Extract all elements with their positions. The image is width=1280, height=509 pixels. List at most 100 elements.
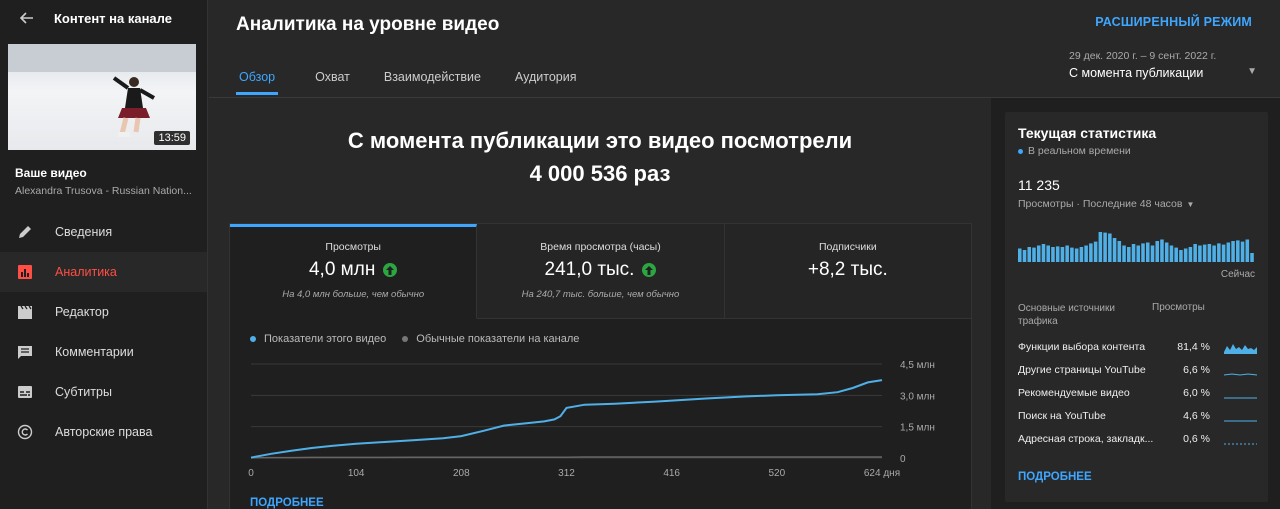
sidebar-item-comments[interactable]: Комментарии (0, 332, 207, 372)
realtime-bar (1198, 245, 1202, 262)
metric-tab-subscribers[interactable]: Подписчики +8,2 тыс. (724, 224, 971, 319)
dropdown-caret-icon: ▼ (1247, 66, 1257, 77)
realtime-bar (1250, 253, 1254, 262)
realtime-bar (1060, 247, 1065, 262)
source-sparkline (1224, 373, 1258, 376)
tab-bar: Обзор Охват Взаимодействие Аудитория (236, 60, 610, 95)
realtime-title: Текущая статистика (1018, 125, 1157, 141)
realtime-bar (1070, 247, 1074, 262)
realtime-bar (1046, 245, 1050, 262)
headline-line-1: С момента публикации это видео посмотрел… (347, 128, 853, 153)
source-sparkline (1224, 344, 1257, 354)
sidebar-item-editor[interactable]: Редактор (0, 292, 207, 332)
source-value: 6,0 % (1183, 387, 1210, 399)
realtime-bar (1117, 241, 1122, 262)
x-tick-label: 312 (558, 468, 575, 479)
metric-tab-views[interactable]: Просмотры 4,0 млн На 4,0 млн больше, чем… (230, 224, 478, 319)
source-name: Другие страницы YouTube (1018, 364, 1146, 376)
realtime-bar (1127, 247, 1131, 262)
source-value: 0,6 % (1183, 433, 1210, 445)
metric-value-text: +8,2 тыс. (807, 259, 888, 280)
traffic-sources-header: Основные источники трафика (1018, 303, 1115, 327)
thumbnail-rink-wall (8, 44, 196, 72)
sidebar-item-subtitles[interactable]: Субтитры (0, 372, 207, 412)
realtime-bar (1098, 232, 1103, 262)
video-title: Alexandra Trusova - Russian Nation... (15, 185, 192, 197)
pencil-icon (16, 223, 34, 241)
period-value: С момента публикации (1069, 66, 1204, 80)
realtime-bar (1179, 250, 1183, 262)
x-tick-label: 520 (768, 468, 785, 479)
views-line-chart: 0 1,5 млн 3,0 млн 4,5 млн 0 104 208 312 416 520 62… (248, 360, 935, 479)
x-tick-label: 416 (663, 468, 680, 479)
sidebar-item-label: Комментарии (55, 345, 134, 359)
realtime-bar (1136, 245, 1141, 262)
metric-tab-watch-time[interactable]: Время просмотра (часы) 241,0 тыс. На 240… (477, 224, 725, 319)
source-sparkline (1224, 420, 1257, 422)
metric-value: 4,0 млн (309, 259, 398, 281)
sidebar: Контент на канале 13:59 Ваше видео Alexa… (0, 0, 208, 509)
series-line (250, 456, 882, 459)
traffic-source-row[interactable]: Адресная строка, закладк... 0,6 % (1018, 433, 1258, 451)
traffic-source-row[interactable]: Рекомендуемые видео 6,0 % (1018, 387, 1258, 405)
realtime-bar (1169, 245, 1174, 262)
realtime-count: 11 235 (1018, 177, 1060, 193)
realtime-bar (1093, 241, 1098, 262)
tab-engagement[interactable]: Взаимодействие (383, 70, 481, 84)
views-header: Просмотры (1152, 302, 1205, 313)
sidebar-header: Контент на канале (0, 0, 207, 36)
subtitles-icon (16, 383, 34, 401)
realtime-bar (1112, 238, 1117, 262)
realtime-metric-selector[interactable]: Просмотры · Последние 48 часов ▼ (1018, 198, 1194, 210)
sidebar-item-label: Сведения (55, 225, 113, 239)
source-sparkline (1224, 443, 1257, 445)
selector-label: Просмотры · Последние 48 часов (1018, 198, 1183, 210)
period-dropdown[interactable]: С момента публикации ▼ (1069, 66, 1257, 80)
now-label: Сейчас (1220, 269, 1255, 280)
source-name: Рекомендуемые видео (1018, 387, 1130, 399)
sidebar-item-details[interactable]: Сведения (0, 212, 207, 252)
sidebar-item-label: Аналитика (55, 265, 117, 279)
legend-dot (250, 336, 256, 342)
sidebar-item-label: Редактор (55, 305, 109, 319)
advanced-mode-button[interactable]: РАСШИРЕННЫЙ РЕЖИМ (1095, 15, 1252, 29)
realtime-bar (1193, 244, 1197, 262)
views-headline: С момента публикации это видео посмотрел… (209, 124, 991, 190)
metric-note: На 4,0 млн больше, чем обычно (282, 289, 425, 300)
traffic-source-row[interactable]: Функции выбора контента 81,4 % (1018, 341, 1258, 359)
sidebar-item-analytics[interactable]: Аналитика (0, 252, 207, 292)
legend-dot (402, 336, 409, 342)
arrow-up-icon (383, 263, 398, 277)
metric-value: +8,2 тыс. (808, 259, 888, 281)
realtime-subtitle: В реальном времени (1028, 145, 1131, 157)
realtime-bar (1174, 247, 1178, 262)
realtime-bar (1212, 245, 1216, 262)
realtime-bar (1188, 247, 1193, 262)
realtime-bar (1027, 247, 1032, 262)
metric-value: 241,0 тыс. (545, 259, 657, 281)
legend-item-typical: Обычные показатели на канале (402, 333, 579, 345)
source-value: 81,4 % (1177, 341, 1210, 353)
realtime-bar (1221, 244, 1226, 262)
x-tick-label: 624 дня (864, 468, 900, 479)
realtime-bar (1160, 239, 1164, 262)
traffic-source-row[interactable]: Другие страницы YouTube 6,6 % (1018, 364, 1258, 382)
video-thumbnail[interactable]: 13:59 (8, 44, 196, 150)
arrow-up-icon (642, 263, 657, 277)
x-tick-label: 0 (248, 468, 254, 479)
realtime-bar (1131, 244, 1136, 262)
copyright-icon (16, 423, 34, 441)
tab-overview[interactable]: Обзор (236, 60, 279, 95)
realtime-bar (1051, 247, 1055, 262)
realtime-more-link[interactable]: ПОДРОБНЕЕ (1018, 471, 1092, 483)
realtime-bar (1141, 243, 1145, 262)
sidebar-title: Контент на канале (54, 10, 172, 26)
realtime-bar (1164, 242, 1169, 262)
tab-reach[interactable]: Охват (315, 70, 350, 84)
back-arrow-icon[interactable] (16, 8, 36, 28)
more-details-link[interactable]: ПОДРОБНЕЕ (250, 497, 324, 509)
realtime-bar (1103, 232, 1107, 262)
sidebar-item-copyright[interactable]: Авторские права (0, 412, 207, 452)
traffic-source-row[interactable]: Поиск на YouTube 4,6 % (1018, 410, 1258, 428)
tab-audience[interactable]: Аудитория (514, 70, 577, 84)
